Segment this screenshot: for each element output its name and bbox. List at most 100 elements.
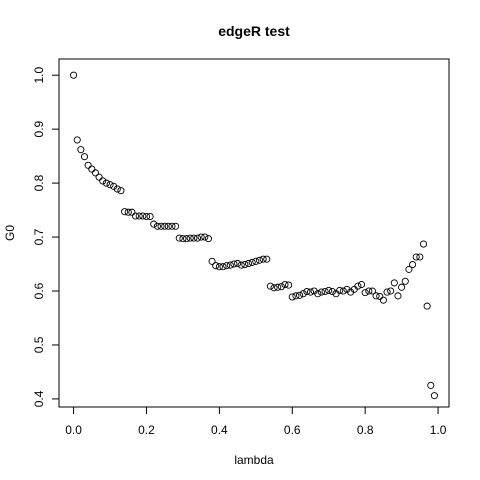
- data-point: [197, 233, 205, 241]
- y-tick-label: 0.7: [32, 228, 46, 245]
- data-point: [201, 233, 209, 241]
- data-point: [354, 282, 362, 290]
- data-point: [175, 234, 183, 242]
- y-tick-label: 0.8: [32, 174, 46, 191]
- data-point: [296, 291, 304, 299]
- data-point: [183, 235, 191, 243]
- data-point: [372, 292, 380, 300]
- x-tick-label: 1.0: [430, 423, 447, 437]
- data-point: [361, 289, 369, 297]
- x-tick-label: 0.8: [357, 423, 374, 437]
- data-point: [423, 302, 431, 310]
- x-tick-label: 0.0: [65, 423, 82, 437]
- data-point: [150, 220, 158, 228]
- x-axis: 0.0 0.2 0.4 0.6 0.8 1.0: [65, 407, 447, 437]
- data-point: [88, 165, 96, 173]
- data-point: [409, 261, 417, 269]
- data-point: [387, 287, 395, 295]
- data-point: [365, 287, 373, 295]
- data-point: [186, 234, 194, 242]
- data-point: [303, 287, 311, 296]
- data-point: [204, 235, 212, 243]
- data-point: [124, 208, 132, 216]
- data-point: [164, 222, 172, 230]
- y-axis: 0.4 0.5 0.6 0.7 0.8 0.9 1.0: [32, 67, 59, 407]
- data-point: [336, 286, 344, 295]
- data-point: [321, 287, 329, 296]
- data-point: [223, 262, 231, 270]
- data-point: [84, 161, 92, 169]
- data-point: [398, 283, 406, 291]
- x-tick-label: 0.2: [138, 423, 155, 437]
- data-point: [153, 222, 161, 230]
- x-tick-label: 0.4: [211, 423, 228, 437]
- data-point: [401, 277, 409, 285]
- data-point: [190, 234, 198, 242]
- x-tick-label: 0.6: [284, 423, 301, 437]
- data-point: [368, 287, 377, 295]
- data-point: [339, 287, 347, 295]
- data-point: [234, 259, 242, 268]
- data-point: [230, 260, 238, 268]
- data-point: [121, 208, 129, 216]
- data-point: [131, 212, 140, 220]
- chart-title: edgeR test: [218, 23, 290, 39]
- data-point: [325, 286, 333, 295]
- data-point: [419, 240, 428, 248]
- data-point: [113, 185, 121, 193]
- data-point: [135, 212, 143, 220]
- data-point: [412, 253, 420, 261]
- data-point: [215, 263, 223, 271]
- data-point: [383, 288, 391, 296]
- data-point: [314, 290, 322, 298]
- data-point: [139, 212, 147, 220]
- data-point: [95, 173, 103, 181]
- data-point: [77, 146, 85, 154]
- data-point: [226, 261, 234, 269]
- data-point: [299, 290, 307, 298]
- data-points: [70, 71, 438, 400]
- data-point: [405, 265, 413, 273]
- data-point: [161, 222, 169, 230]
- data-point: [266, 282, 274, 290]
- data-point: [179, 235, 187, 243]
- data-point: [332, 290, 340, 298]
- data-point: [73, 136, 81, 144]
- data-point: [416, 253, 424, 261]
- data-point: [277, 283, 285, 291]
- data-point: [274, 283, 282, 291]
- x-axis-label: lambda: [234, 453, 274, 467]
- y-axis-label: G0: [3, 225, 17, 241]
- y-tick-label: 0.5: [32, 336, 46, 353]
- data-point: [306, 288, 315, 296]
- y-tick-label: 0.9: [32, 120, 46, 137]
- data-point: [270, 284, 278, 292]
- data-point: [157, 222, 165, 230]
- data-point: [379, 296, 387, 304]
- data-point: [91, 169, 99, 177]
- data-point: [146, 212, 154, 221]
- data-point: [263, 255, 271, 263]
- data-point: [252, 257, 260, 265]
- data-point: [259, 255, 267, 263]
- data-point: [390, 279, 398, 287]
- data-point: [427, 381, 435, 389]
- data-point: [237, 261, 245, 269]
- data-point: [128, 208, 136, 216]
- data-point: [281, 280, 289, 289]
- data-point: [255, 256, 264, 264]
- data-point: [394, 292, 402, 300]
- data-point: [430, 392, 438, 400]
- data-point: [244, 259, 253, 268]
- plot-frame: [58, 58, 450, 408]
- data-point: [376, 292, 384, 300]
- data-point: [117, 187, 125, 195]
- data-point: [102, 179, 110, 187]
- y-tick-label: 0.6: [32, 282, 46, 299]
- data-point: [248, 258, 256, 266]
- data-point: [99, 177, 107, 185]
- data-point: [142, 212, 151, 221]
- data-point: [328, 287, 336, 296]
- data-point: [106, 181, 114, 189]
